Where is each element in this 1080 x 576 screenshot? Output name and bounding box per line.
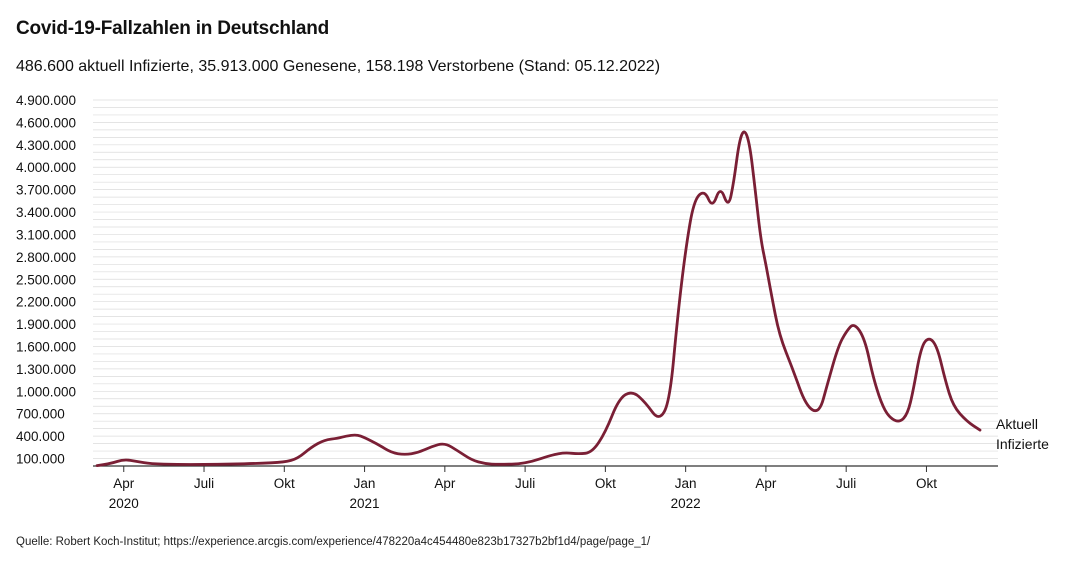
- x-tick-label: Juli: [194, 476, 214, 491]
- y-tick-label: 3.700.000: [16, 183, 76, 198]
- x-tick-label: Okt: [595, 476, 616, 491]
- y-tick-label: 4.000.000: [16, 160, 76, 175]
- x-tick-label: Jan: [354, 476, 376, 491]
- chart-subtitle: 486.600 aktuell Infizierte, 35.913.000 G…: [16, 58, 661, 75]
- y-tick-label: 3.400.000: [16, 205, 76, 220]
- y-tick-label: 1.600.000: [16, 339, 76, 354]
- y-tick-label: 1.900.000: [16, 317, 76, 332]
- series-label-line-1: Aktuell: [996, 416, 1038, 432]
- y-tick-label: 100.000: [16, 452, 65, 467]
- series-label-line-2: Infizierte: [996, 436, 1049, 452]
- y-tick-label: 4.600.000: [16, 115, 76, 130]
- source-note: Quelle: Robert Koch-Institut; https://ex…: [16, 536, 651, 548]
- y-tick-label: 2.500.000: [16, 272, 76, 287]
- x-tick-label: Apr: [113, 476, 135, 491]
- x-tick-label: Juli: [836, 476, 856, 491]
- y-tick-label: 400.000: [16, 429, 65, 444]
- y-tick-label: 4.300.000: [16, 138, 76, 153]
- x-axis-ticks: Apr 2020 Juli Okt Jan 2021 Apr Juli Okt Jan 2022 Ap…: [109, 466, 937, 511]
- x-tick-label: Jan: [675, 476, 697, 491]
- gridlines: [93, 99, 998, 459]
- x-tick-label: Apr: [755, 476, 777, 491]
- y-tick-label: 2.200.000: [16, 295, 76, 310]
- y-tick-label: 4.900.000: [16, 93, 76, 108]
- x-tick-label: Juli: [515, 476, 535, 491]
- series-line-aktuell-infizierte: [95, 130, 982, 467]
- x-tick-year-label: 2022: [671, 496, 701, 511]
- chart-title: Covid-19-Fallzahlen in Deutschland: [16, 18, 330, 39]
- y-tick-label: 700.000: [16, 407, 65, 422]
- y-tick-label: 1.300.000: [16, 362, 76, 377]
- x-tick-label: Okt: [916, 476, 937, 491]
- x-tick-label: Okt: [274, 476, 295, 491]
- x-tick-year-label: 2020: [109, 496, 139, 511]
- y-tick-label: 3.100.000: [16, 227, 76, 242]
- y-tick-label: 1.000.000: [16, 384, 76, 399]
- y-tick-label: 2.800.000: [16, 250, 76, 265]
- x-tick-label: Apr: [434, 476, 456, 491]
- y-axis-ticks: 100.000 400.000 700.000 1.000.000 1.300.000 1…: [16, 93, 76, 467]
- x-tick-year-label: 2021: [350, 496, 380, 511]
